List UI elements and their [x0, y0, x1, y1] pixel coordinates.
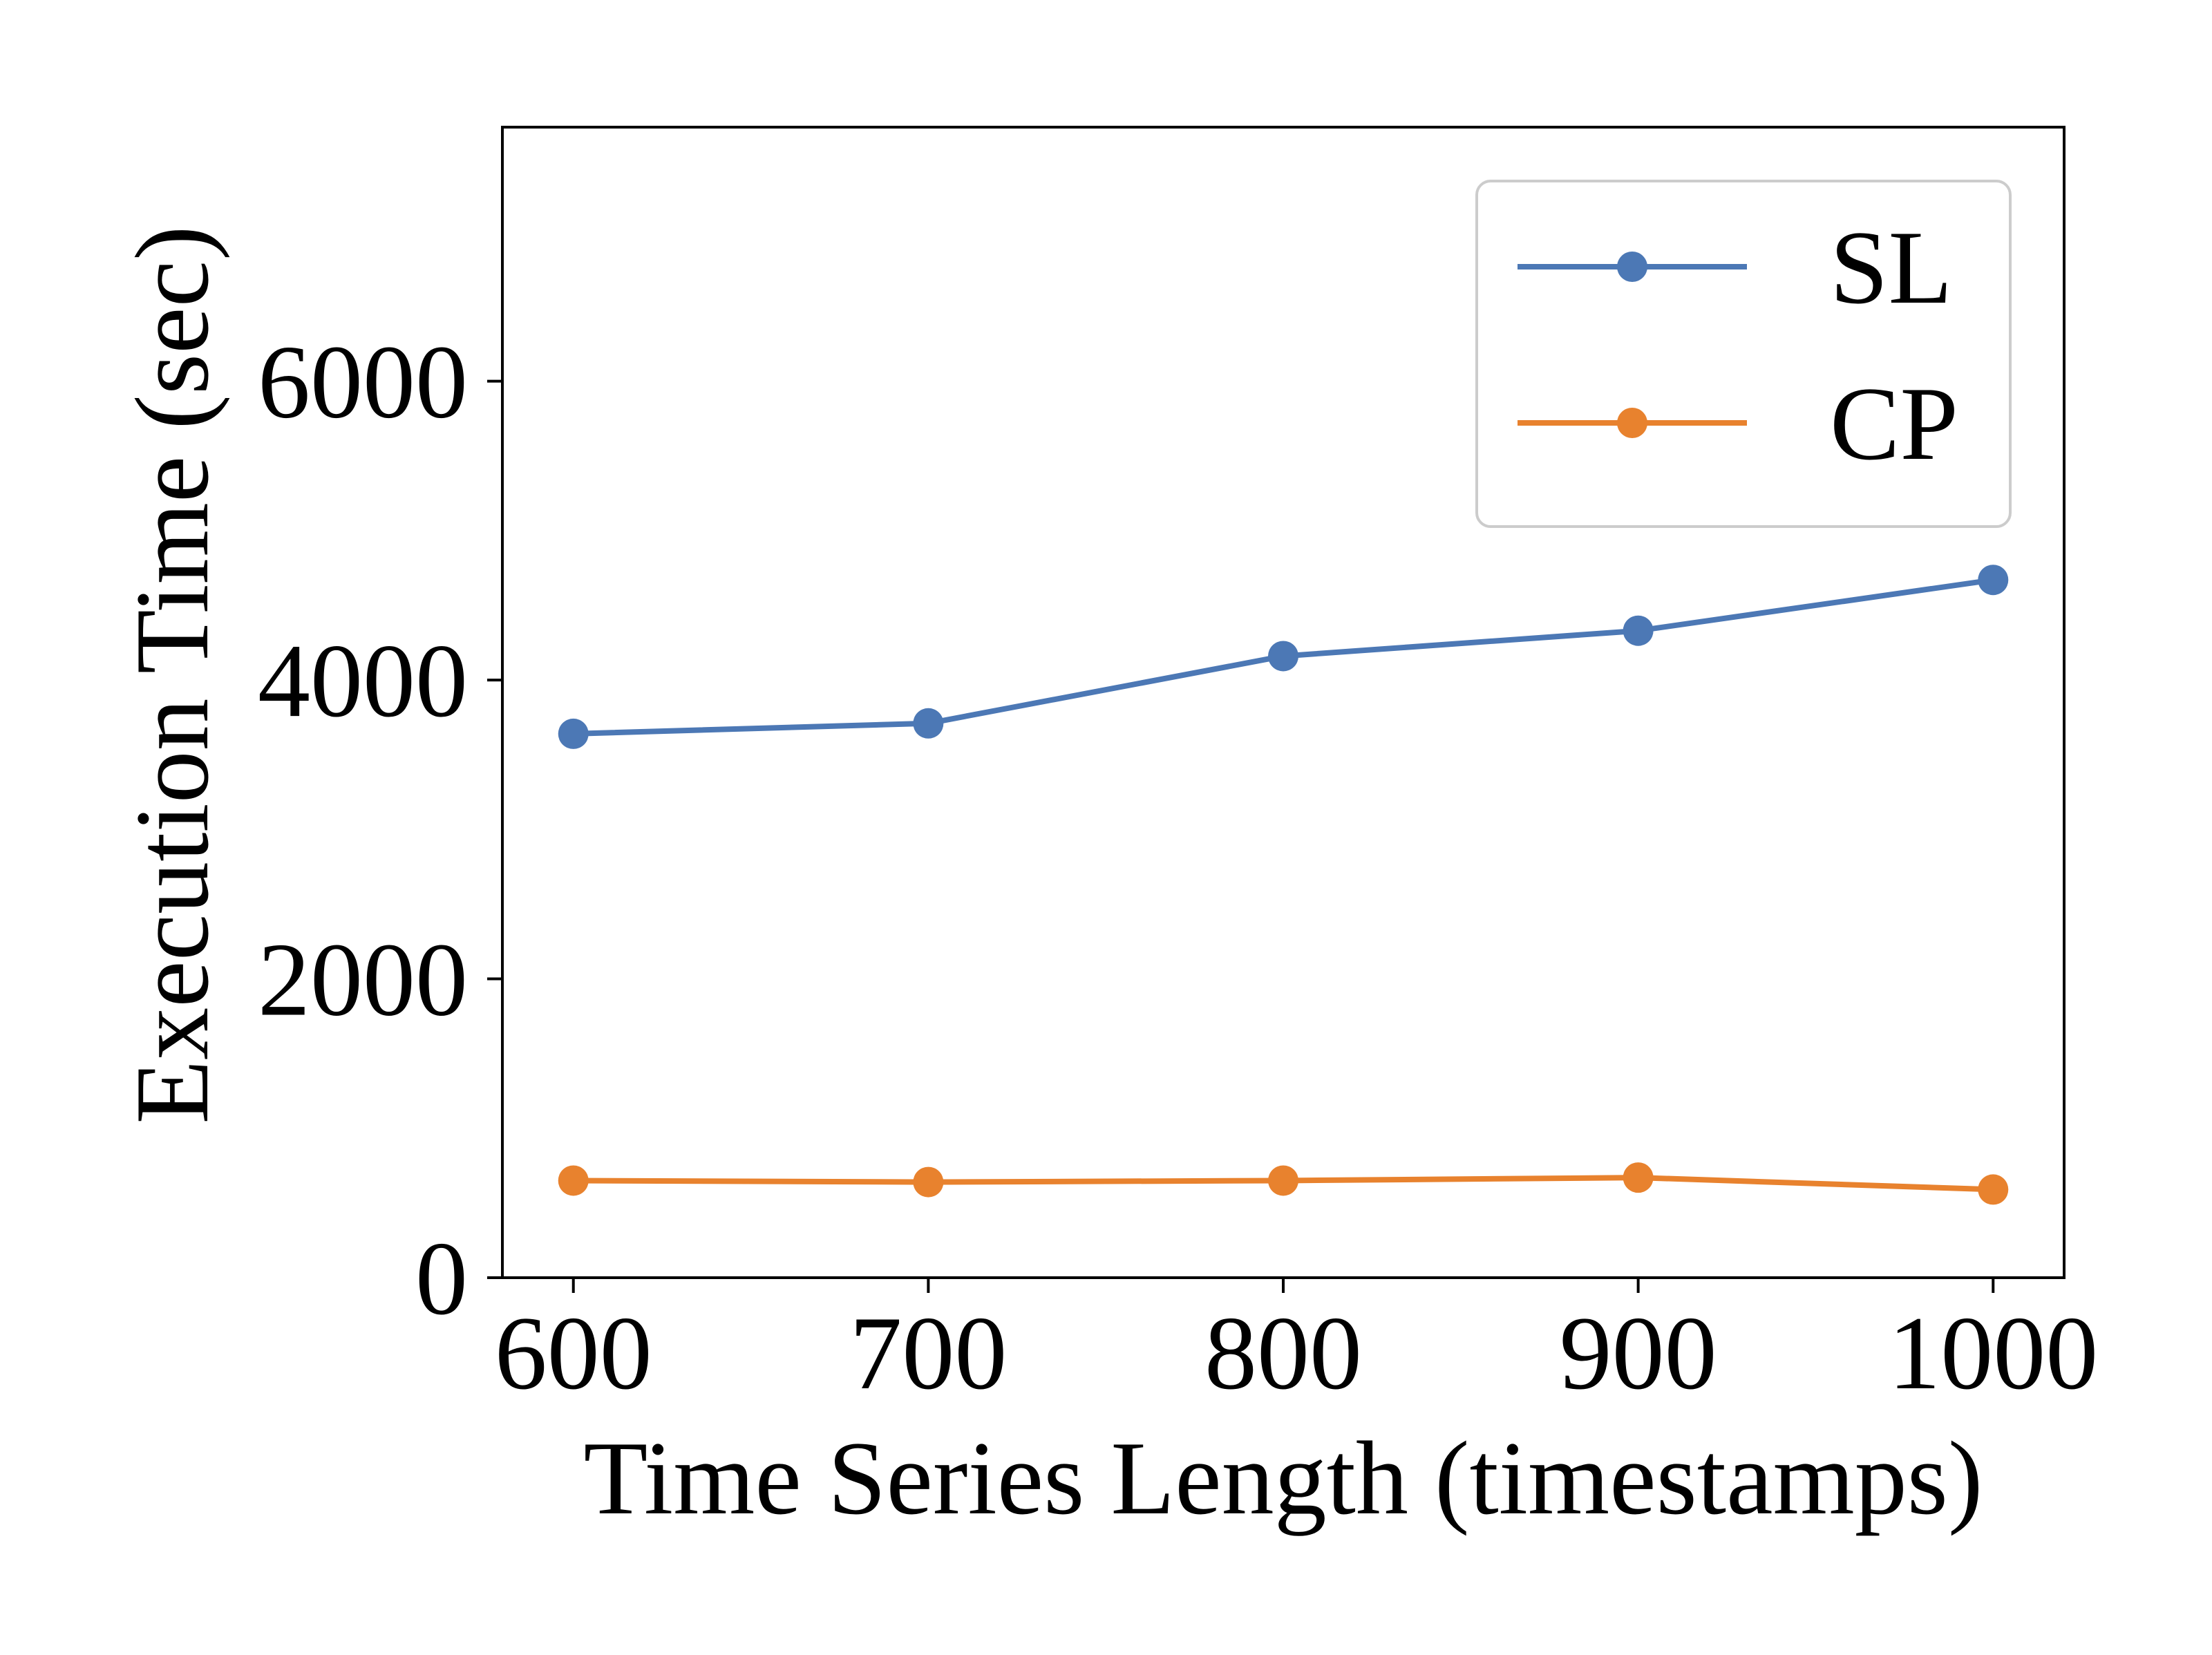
tick-layer: 600 700 800 900 1000 0 2000 4000 6000	[258, 324, 2098, 1411]
data-point-cp	[913, 1166, 944, 1198]
x-axis-label: Time Series Length (timestamps)	[583, 1420, 1983, 1536]
legend-label-sl: SL	[1830, 209, 1952, 325]
x-tick-label: 1000	[1888, 1295, 2098, 1411]
legend: SL CP	[1475, 180, 2012, 528]
data-point-sl	[913, 708, 944, 739]
legend-marker-sl	[1617, 252, 1647, 282]
legend-marker-cp	[1617, 408, 1647, 438]
x-tick-label: 900	[1560, 1295, 1717, 1411]
data-point-sl	[1978, 565, 2009, 596]
data-point-sl	[1268, 641, 1298, 672]
data-point-sl	[1623, 615, 1654, 646]
data-point-cp	[1268, 1165, 1298, 1196]
x-tick-label: 600	[495, 1295, 652, 1411]
data-point-cp	[1978, 1174, 2009, 1205]
series-layer	[558, 565, 2009, 1205]
y-tick-label: 6000	[258, 324, 468, 440]
data-point-sl	[558, 718, 589, 749]
y-tick-label: 2000	[258, 922, 468, 1038]
y-tick-label: 4000	[258, 623, 468, 739]
y-axis-label: Execution Time (sec)	[114, 225, 230, 1124]
plot-frame	[501, 126, 2066, 1279]
data-point-cp	[558, 1165, 589, 1196]
y-tick-label: 0	[415, 1220, 468, 1336]
x-tick-label: 700	[849, 1295, 1007, 1411]
legend-label-cp: CP	[1830, 366, 1958, 482]
x-tick-label: 800	[1204, 1295, 1362, 1411]
data-point-cp	[1623, 1162, 1654, 1193]
